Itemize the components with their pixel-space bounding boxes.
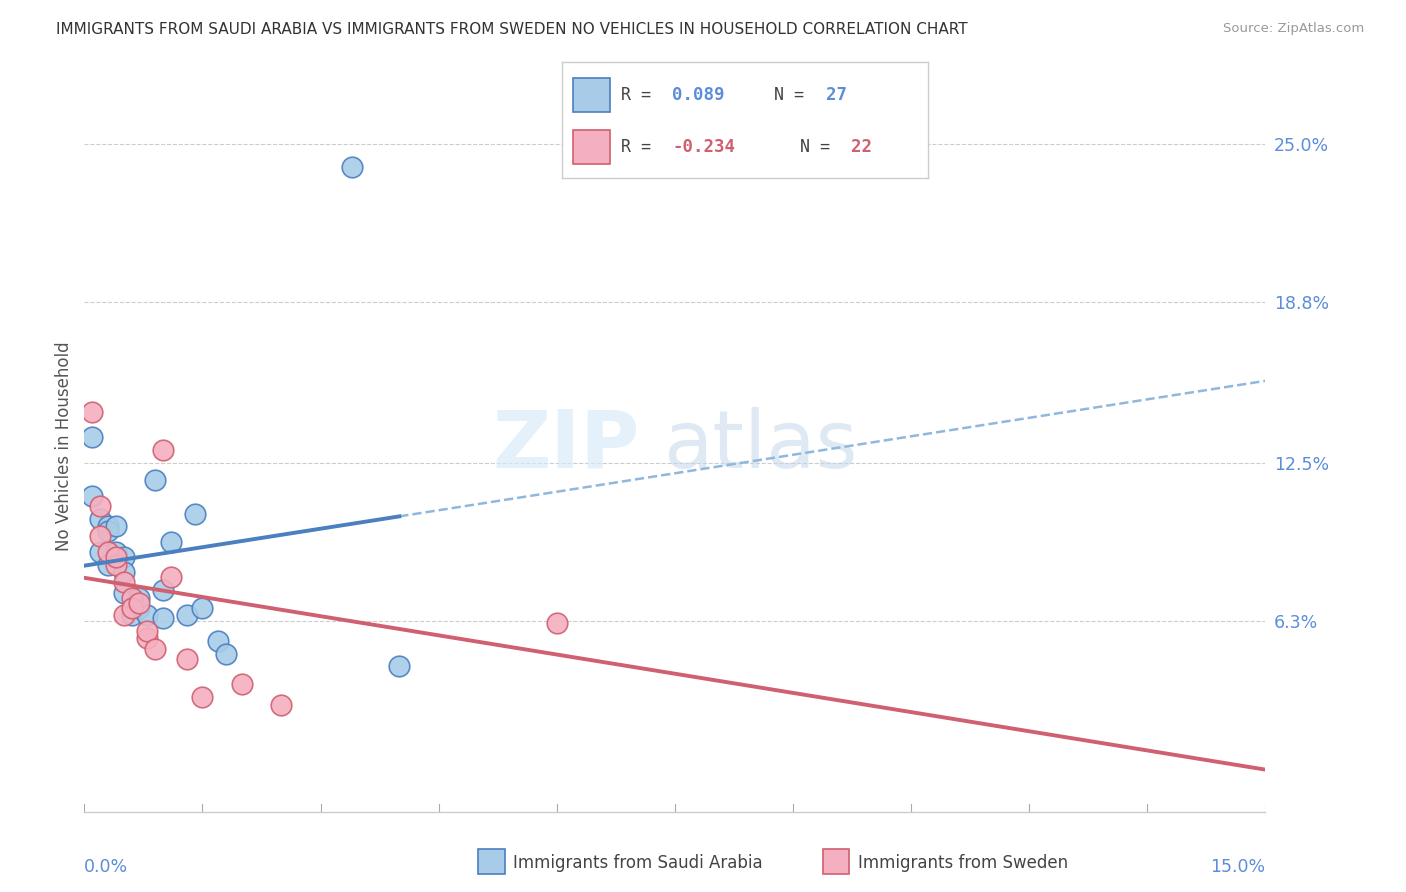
Point bbox=[128, 600, 150, 615]
Text: R =: R = bbox=[621, 86, 651, 103]
Point bbox=[89, 545, 111, 559]
Point bbox=[215, 647, 238, 661]
Point bbox=[104, 549, 127, 564]
Point bbox=[143, 641, 166, 656]
Point bbox=[176, 652, 198, 666]
Point bbox=[136, 632, 159, 646]
Text: N =: N = bbox=[800, 138, 830, 156]
Point bbox=[104, 519, 127, 533]
Text: -0.234: -0.234 bbox=[672, 138, 735, 156]
Point bbox=[89, 529, 111, 543]
Text: Source: ZipAtlas.com: Source: ZipAtlas.com bbox=[1223, 22, 1364, 36]
Point bbox=[128, 596, 150, 610]
Point bbox=[183, 507, 205, 521]
FancyBboxPatch shape bbox=[574, 78, 610, 112]
Point bbox=[546, 616, 568, 631]
Point bbox=[82, 430, 104, 444]
Point bbox=[112, 575, 135, 590]
Point bbox=[128, 591, 150, 605]
Point bbox=[82, 404, 104, 418]
Point bbox=[97, 524, 120, 539]
Point bbox=[89, 511, 111, 525]
Text: 0.0%: 0.0% bbox=[84, 857, 128, 876]
Point bbox=[121, 591, 143, 605]
Point bbox=[136, 608, 159, 623]
Point bbox=[136, 624, 159, 638]
Point bbox=[152, 611, 174, 625]
Text: Immigrants from Sweden: Immigrants from Sweden bbox=[858, 855, 1067, 872]
Text: ZIP: ZIP bbox=[492, 407, 640, 485]
Text: atlas: atlas bbox=[664, 407, 858, 485]
Point bbox=[270, 698, 292, 712]
Text: Immigrants from Saudi Arabia: Immigrants from Saudi Arabia bbox=[513, 855, 763, 872]
Text: 15.0%: 15.0% bbox=[1211, 857, 1265, 876]
Point bbox=[89, 499, 111, 513]
Point bbox=[112, 565, 135, 579]
Point bbox=[104, 545, 127, 559]
Text: N =: N = bbox=[775, 86, 804, 103]
Point bbox=[121, 608, 143, 623]
Point bbox=[176, 608, 198, 623]
Point bbox=[160, 570, 183, 584]
Point bbox=[82, 489, 104, 503]
Text: 27: 27 bbox=[825, 86, 846, 103]
Text: 0.089: 0.089 bbox=[672, 86, 724, 103]
Point bbox=[207, 634, 229, 648]
Point bbox=[104, 558, 127, 572]
Point bbox=[112, 585, 135, 599]
Point bbox=[97, 519, 120, 533]
Point bbox=[97, 545, 120, 559]
Point bbox=[97, 558, 120, 572]
Point bbox=[191, 600, 214, 615]
Point bbox=[121, 600, 143, 615]
Point bbox=[152, 582, 174, 597]
Point bbox=[160, 534, 183, 549]
Point bbox=[340, 160, 363, 174]
Point bbox=[143, 474, 166, 488]
Point bbox=[112, 549, 135, 564]
FancyBboxPatch shape bbox=[574, 129, 610, 164]
Y-axis label: No Vehicles in Household: No Vehicles in Household bbox=[55, 341, 73, 551]
Point bbox=[1294, 743, 1316, 757]
Point bbox=[152, 442, 174, 457]
Text: IMMIGRANTS FROM SAUDI ARABIA VS IMMIGRANTS FROM SWEDEN NO VEHICLES IN HOUSEHOLD : IMMIGRANTS FROM SAUDI ARABIA VS IMMIGRAN… bbox=[56, 22, 967, 37]
Point bbox=[191, 690, 214, 704]
Point bbox=[231, 677, 253, 691]
Point bbox=[112, 608, 135, 623]
Point bbox=[388, 659, 411, 673]
Text: 22: 22 bbox=[851, 138, 872, 156]
Text: R =: R = bbox=[621, 138, 651, 156]
